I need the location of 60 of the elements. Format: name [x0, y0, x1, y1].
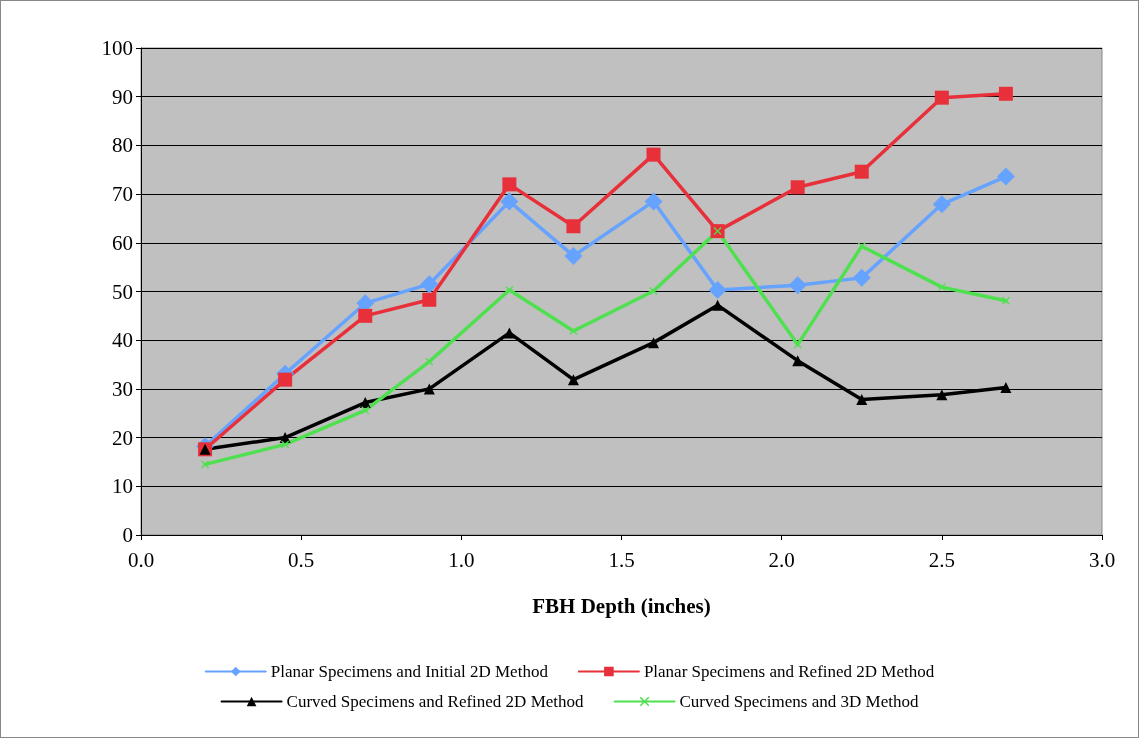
legend-label: Planar Specimens and Initial 2D Method [270, 662, 549, 681]
point [420, 275, 439, 294]
y-tick-label: 70 [112, 182, 133, 207]
point [1001, 296, 1010, 305]
point [996, 167, 1015, 186]
point [281, 440, 290, 449]
point [361, 406, 370, 415]
point [854, 164, 869, 179]
y-tick-label: 30 [112, 376, 133, 401]
point [505, 286, 514, 295]
y-tick-label: 100 [101, 36, 133, 60]
point [278, 372, 293, 387]
point [644, 192, 663, 211]
point [788, 276, 807, 295]
y-tick-label: 60 [112, 230, 133, 255]
point [500, 192, 519, 211]
y-tick-label: 80 [112, 133, 133, 158]
point [793, 340, 802, 349]
point [503, 327, 515, 339]
point [648, 337, 660, 349]
x-tick-label: 2.5 [928, 547, 955, 572]
point [359, 397, 371, 409]
point [567, 374, 579, 386]
point [201, 460, 210, 469]
point [423, 383, 435, 395]
point [649, 287, 658, 296]
point [358, 308, 373, 323]
y-tick-label: 90 [112, 84, 133, 109]
point [502, 177, 517, 192]
y-tick-label: 50 [112, 279, 133, 304]
point [852, 268, 871, 287]
x-tick-label: 3.0 [1088, 547, 1116, 572]
x-tick-label: 0.5 [288, 547, 315, 572]
point [936, 389, 948, 401]
point [934, 90, 949, 105]
point [708, 281, 727, 300]
legend-label: Curved Specimens and 3D Method [679, 692, 919, 711]
x-tick-label: 0.0 [127, 547, 155, 572]
y-tick-label: 0 [122, 523, 133, 547]
point [564, 246, 583, 265]
point [932, 195, 951, 214]
point [998, 86, 1013, 101]
y-tick-label: 40 [112, 328, 133, 353]
y-tick-label: 10 [112, 474, 133, 499]
point [569, 326, 578, 335]
point [792, 355, 804, 367]
point [422, 292, 437, 307]
x-axis-title: FBH Depth (inches) [532, 593, 711, 618]
y-tick-label: 20 [112, 425, 133, 450]
point [712, 299, 724, 311]
legend-label: Curved Specimens and Refined 2D Method [286, 692, 585, 711]
x-tick-label: 1.5 [608, 547, 635, 572]
point [790, 180, 805, 195]
point [856, 394, 868, 406]
legend-label: Planar Specimens and Refined 2D Method [643, 662, 935, 681]
point [1000, 381, 1012, 393]
x-tick-label: 1.0 [448, 547, 475, 572]
point [646, 147, 661, 162]
point [566, 219, 581, 234]
x-tick-label: 2.0 [768, 547, 795, 572]
